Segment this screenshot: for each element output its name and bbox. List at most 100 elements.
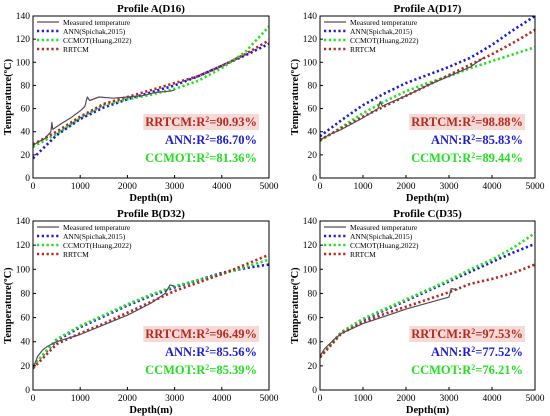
- legend-label-ann: ANN(Spichak,2015): [63, 232, 126, 241]
- y-tick-label: 0: [25, 174, 30, 184]
- r2-value: =96.49%: [209, 327, 257, 341]
- r2-value: =85.83%: [475, 133, 523, 147]
- legend: Measured temperatureANN(Spichak,2015)CCM…: [37, 223, 132, 259]
- r2-value: =98.88%: [475, 115, 523, 129]
- r2-superscript: 2: [471, 151, 475, 160]
- y-tick-label: 100: [303, 265, 318, 275]
- r2-metric: ANN:R: [165, 345, 206, 359]
- r2-metric: CCMOT:R: [411, 151, 472, 165]
- x-tick-label: 0: [318, 182, 323, 192]
- series-line-measured: [320, 288, 458, 357]
- x-tick-label: 5000: [260, 394, 279, 404]
- y-tick-label: 60: [308, 105, 318, 115]
- legend-label-ccmot: CCMOT(Huang,2022): [350, 241, 419, 250]
- r2-value: =77.52%: [475, 345, 523, 359]
- y-tick-label: 20: [21, 362, 31, 372]
- r2-highlight: [409, 326, 525, 342]
- r2-superscript: 2: [205, 363, 209, 372]
- r2-annotation-ccmot: CCMOT:R2=85.39%: [145, 363, 257, 377]
- r2-superscript: 2: [205, 151, 209, 160]
- x-tick-label: 0: [31, 394, 36, 404]
- r2-value: =89.44%: [475, 151, 523, 165]
- x-tick-label: 3000: [440, 394, 459, 404]
- r2-superscript: 2: [205, 133, 209, 142]
- r2-highlight: [143, 326, 259, 342]
- x-tick-label: 2000: [118, 394, 137, 404]
- r2-value: =85.39%: [209, 363, 257, 377]
- series-line-ccmot: [320, 232, 535, 358]
- x-tick-label: 0: [31, 182, 36, 192]
- legend-label-rrtcm: RRTCM: [63, 45, 89, 54]
- y-tick-label: 60: [21, 314, 31, 324]
- y-tick-label: 40: [308, 128, 318, 138]
- chart-title: Profile A(D17): [394, 3, 462, 15]
- y-tick-label: 120: [303, 35, 318, 45]
- legend-label-rrtcm: RRTCM: [63, 250, 89, 259]
- y-tick-label: 80: [308, 289, 318, 299]
- r2-value: =85.56%: [209, 345, 257, 359]
- x-tick-label: 5000: [526, 182, 545, 192]
- r2-annotation-rrtcm: RRTCM:R2=96.49%: [145, 327, 257, 341]
- r2-superscript: 2: [471, 327, 475, 336]
- y-axis-label: Temperature(ºC): [3, 267, 14, 344]
- y-tick-label: 40: [308, 338, 318, 348]
- r2-metric: CCMOT:R: [145, 151, 206, 165]
- r2-highlight: [409, 114, 525, 130]
- y-tick-label: 80: [21, 289, 31, 299]
- r2-annotation-rrtcm: RRTCM:R2=97.53%: [411, 327, 523, 341]
- series-line-rrtcm: [33, 253, 269, 370]
- x-tick-label: 1000: [354, 394, 373, 404]
- r2-annotation-ccmot: CCMOT:R2=76.21%: [411, 363, 523, 377]
- series-line-rrtcm: [33, 39, 269, 146]
- y-tick-label: 100: [16, 58, 31, 68]
- r2-value: =97.53%: [475, 327, 523, 341]
- legend-label-ann: ANN(Spichak,2015): [350, 232, 413, 241]
- r2-metric: RRTCM:R: [411, 327, 472, 341]
- r2-metric: ANN:R: [431, 345, 472, 359]
- r2-value: =90.93%: [209, 115, 257, 129]
- chart-title: Profile C(D35): [393, 208, 462, 220]
- legend-label-ann: ANN(Spichak,2015): [350, 27, 413, 36]
- chart-panel-4: Profile C(D35) 0 1000 2000 3000 4000 5000 0 20 40…: [290, 208, 545, 416]
- r2-superscript: 2: [471, 345, 475, 354]
- chart-panel-3: Profile B(D32) 0 1000 2000 3000 4000 5000 0 20 40…: [3, 208, 279, 416]
- legend-label-ccmot: CCMOT(Huang,2022): [63, 241, 132, 250]
- series-line-ccmot: [320, 45, 535, 143]
- x-tick-label: 4000: [483, 182, 502, 192]
- r2-value: =76.21%: [475, 363, 523, 377]
- series-group: [320, 16, 535, 143]
- y-tick-label: 140: [303, 12, 318, 22]
- series-line-ann: [320, 16, 535, 138]
- series-line-ccmot: [33, 25, 269, 148]
- legend: Measured temperatureANN(Spichak,2015)CCM…: [37, 18, 132, 54]
- x-tick-label: 1000: [71, 182, 90, 192]
- y-tick-label: 120: [303, 241, 318, 251]
- r2-annotation-ccmot: CCMOT:R2=89.44%: [411, 151, 523, 165]
- chart-title: Profile B(D32): [117, 208, 185, 220]
- legend-label-rrtcm: RRTCM: [350, 45, 376, 54]
- x-tick-label: 3000: [165, 394, 184, 404]
- r2-superscript: 2: [205, 327, 209, 336]
- legend-label-ccmot: CCMOT(Huang,2022): [350, 36, 419, 45]
- y-tick-label: 100: [16, 265, 31, 275]
- r2-superscript: 2: [205, 345, 209, 354]
- y-tick-label: 120: [16, 35, 31, 45]
- r2-annotation-rrtcm: RRTCM:R2=98.88%: [411, 115, 523, 129]
- chart-panel-1: Profile A(D16) 0 1000 2000 3000 4000 5000 0 20 40…: [3, 3, 279, 204]
- x-tick-label: 0: [318, 394, 323, 404]
- x-tick-label: 3000: [165, 182, 184, 192]
- chart-title: Profile A(D16): [117, 3, 185, 15]
- r2-value: =86.70%: [209, 133, 257, 147]
- y-tick-label: 80: [21, 81, 31, 91]
- legend-label-ccmot: CCMOT(Huang,2022): [63, 36, 132, 45]
- y-tick-label: 0: [25, 386, 30, 396]
- series-line-measured: [33, 89, 175, 147]
- y-tick-label: 60: [308, 314, 318, 324]
- r2-value: =81.36%: [209, 151, 257, 165]
- x-tick-label: 2000: [118, 182, 137, 192]
- r2-annotation-ann: ANN:R2=85.56%: [165, 345, 257, 359]
- r2-metric: RRTCM:R: [145, 327, 206, 341]
- r2-superscript: 2: [471, 115, 475, 124]
- y-tick-label: 20: [308, 151, 318, 161]
